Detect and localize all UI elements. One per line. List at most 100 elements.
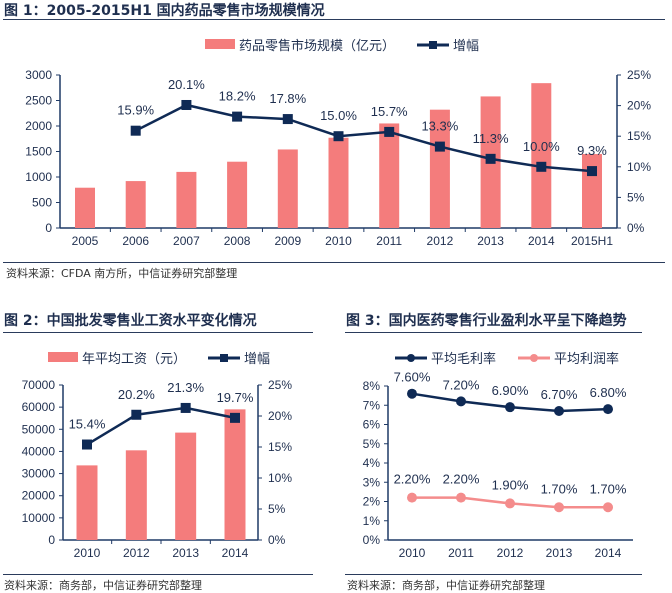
chart3-source: 资料来源：商务部，中信证券研究部整理: [347, 579, 545, 592]
chart3-left-tick-label: 8%: [363, 379, 381, 393]
chart1-data-label: 15.0%: [320, 108, 357, 123]
chart1-line-marker: [130, 125, 141, 136]
chart2-left-tick-label: 20000: [22, 489, 56, 503]
chart1-data-label: 13.3%: [421, 119, 458, 134]
chart3-data-label: 6.80%: [590, 385, 627, 400]
chart2-line-marker: [82, 439, 92, 450]
chart1-x-tick-label: 2015H1: [571, 234, 613, 248]
chart1-bar: [277, 149, 298, 228]
chart1-source-rule: [3, 262, 665, 263]
chart2-source-rule: [3, 574, 313, 575]
chart2-line-marker: [180, 402, 191, 413]
chart1-line-marker: [434, 141, 445, 152]
chart1-right-tick-label: 25%: [627, 68, 651, 82]
chart3-legend-label: 平均利润率: [554, 351, 619, 366]
chart3-title: 图 3：国内医药零售行业盈利水平呈下降趋势: [346, 313, 627, 329]
chart2-x-tick-label: 2010: [74, 546, 101, 560]
chart2-data-label: 20.2%: [118, 387, 155, 402]
chart1-line-series: [135, 103, 593, 173]
chart1-x-tick-label: 2007: [173, 234, 200, 248]
chart2-data-label: 15.4%: [69, 417, 106, 432]
chart2-bar: [125, 450, 147, 540]
chart2-left-tick-label: 50000: [22, 422, 56, 436]
chart1-right-tick-label: 20%: [627, 99, 651, 113]
chart1-data-label: 10.0%: [523, 139, 560, 154]
chart3-x-tick-label: 2011: [448, 546, 474, 560]
chart1-left-tick-label: 0: [45, 221, 52, 235]
chart1-x-tick-label: 2006: [122, 234, 149, 248]
chart1-bar: [227, 161, 248, 228]
chart2-right-tick-label: 20%: [268, 409, 292, 423]
chart1-bar: [328, 137, 349, 228]
chart1-x-tick-label: 2008: [224, 234, 251, 248]
chart3-data-label: 2.20%: [394, 472, 431, 487]
chart2-source: 资料来源：商务部，中信证券研究部整理: [4, 579, 202, 592]
chart3-legend-marker: [530, 354, 538, 362]
chart3-line-marker: [456, 492, 466, 503]
chart1-right-tick-label: 10%: [627, 160, 651, 174]
chart3-data-label: 7.20%: [443, 377, 480, 392]
chart3-left-tick-label: 4%: [363, 456, 381, 470]
chart3-line-marker: [603, 404, 613, 415]
chart1-left-tick-label: 3000: [25, 68, 52, 82]
chart2-line-marker: [131, 409, 142, 420]
chart2-left-tick-label: 10000: [22, 511, 56, 525]
chart3-x-tick-label: 2013: [546, 546, 573, 560]
chart3-line-marker: [407, 492, 417, 503]
chart3-line-marker: [407, 388, 417, 399]
chart1-bar: [582, 154, 602, 228]
chart2-line-series: [86, 406, 236, 446]
chart2-legend-marker: [220, 354, 228, 362]
chart3-title-rule: [345, 332, 642, 333]
chart1-data-label: 11.3%: [473, 131, 509, 146]
chart3-left-tick-label: 6%: [363, 418, 381, 432]
chart2-legend-bar-swatch: [48, 352, 78, 362]
chart1-data-label: 15.7%: [371, 104, 408, 119]
chart3-line-marker: [554, 502, 564, 513]
chart3-line-marker: [554, 406, 564, 417]
chart1-x-tick-label: 2012: [427, 234, 454, 248]
chart1-line-marker: [232, 111, 243, 122]
chart3-left-tick-label: 0%: [363, 533, 381, 547]
chart1-left-tick-label: 1000: [25, 170, 52, 184]
chart1-data-label: 18.2%: [219, 89, 256, 104]
chart1-legend-label: 药品零售市场规模（亿元）: [239, 38, 395, 53]
chart2-x-tick-label: 2014: [222, 546, 249, 560]
chart2-legend-label: 增幅: [244, 351, 270, 366]
chart2-right-tick-label: 0%: [268, 533, 286, 547]
chart1-bar: [429, 109, 450, 228]
chart3-legend-marker: [407, 354, 415, 362]
chart2-left-tick-label: 60000: [22, 400, 56, 414]
chart1-bar: [75, 187, 95, 228]
chart1-title: 图 1：2005-2015H1 国内药品零售市场规模情况: [4, 3, 325, 19]
chart3-left-tick-label: 7%: [363, 398, 381, 412]
chart1-title-rule: [3, 19, 665, 20]
chart1-legend-marker: [429, 41, 437, 49]
chart3-data-label: 1.70%: [590, 481, 627, 496]
chart2-left-tick-label: 0: [48, 533, 55, 547]
chart1-x-tick-label: 2013: [477, 234, 504, 248]
chart3-left-tick-label: 1%: [363, 514, 381, 528]
chart1-data-label: 9.3%: [577, 143, 607, 158]
chart2-x-tick-label: 2013: [172, 546, 199, 560]
chart1-bar: [176, 171, 197, 228]
chart3-x-tick-label: 2012: [497, 546, 524, 560]
chart3-data-label: 2.20%: [443, 472, 480, 487]
chart2-legend-label: 年平均工资（元）: [82, 351, 186, 366]
chart1-x-tick-label: 2009: [274, 234, 301, 248]
chart2-line-marker: [230, 412, 240, 423]
chart3-x-tick-label: 2014: [595, 546, 622, 560]
chart3-line-marker: [505, 498, 515, 509]
chart2-right-tick-label: 25%: [268, 378, 292, 392]
chart2-left-tick-label: 40000: [22, 444, 56, 458]
chart1-x-tick-label: 2011: [376, 234, 402, 248]
chart1-line-marker: [587, 166, 597, 177]
chart2-bar: [175, 432, 197, 540]
chart1-data-label: 20.1%: [168, 77, 205, 92]
chart1-data-label: 17.8%: [269, 91, 306, 106]
chart2-x-tick-label: 2012: [123, 546, 150, 560]
chart3-left-tick-label: 3%: [363, 475, 381, 489]
chart3-data-label: 6.70%: [541, 387, 578, 402]
chart1-left-tick-label: 1500: [25, 145, 52, 159]
chart1-line-marker: [485, 153, 496, 164]
